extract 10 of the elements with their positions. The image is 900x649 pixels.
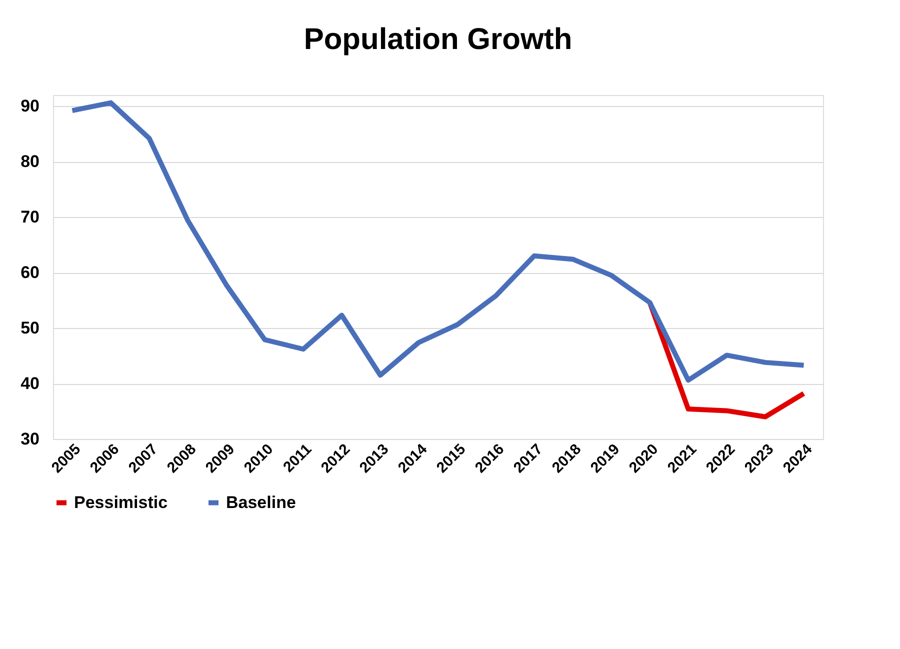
y-tick-label: 60	[20, 263, 40, 282]
y-tick-label: 40	[20, 374, 40, 394]
legend-label: Baseline	[226, 492, 296, 512]
y-tick-label: 90	[20, 96, 40, 116]
legend-label: Pessimistic	[74, 492, 168, 512]
y-tick-label: 30	[20, 430, 40, 448]
y-tick-label: 50	[20, 318, 40, 338]
y-tick-label: 80	[20, 152, 40, 172]
y-tick-label: 70	[20, 208, 40, 227]
chart-title: Population Growth	[304, 23, 572, 56]
